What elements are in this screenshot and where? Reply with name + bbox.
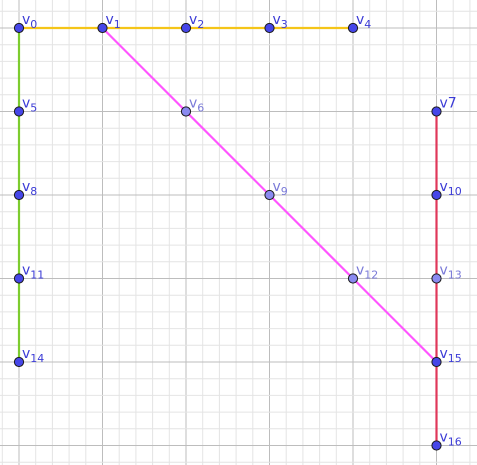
vertex-label-name: v	[273, 12, 281, 28]
vertex-label-name: v	[440, 346, 448, 362]
vertex-point-v2[interactable]	[180, 22, 192, 34]
vertex-label-name: v	[22, 179, 30, 195]
vertex-point-v8[interactable]	[13, 189, 25, 201]
vertex-label-name: v	[440, 430, 448, 446]
vertex-label-v16: v16	[440, 430, 462, 449]
vertex-label-v0: v0	[22, 12, 37, 31]
vertex-label-subscript: 9	[281, 185, 288, 198]
vertex-label-subscript: 11	[30, 269, 44, 282]
vertex-point-v5[interactable]	[13, 106, 25, 117]
vertex-label-name: v	[189, 96, 197, 112]
vertex-point-v12[interactable]	[347, 273, 359, 284]
vertex-point-v7[interactable]	[431, 106, 442, 117]
vertex-label-name: v	[273, 179, 281, 195]
vertex-point-v3[interactable]	[264, 22, 275, 34]
vertex-label-subscript: 4	[364, 18, 371, 31]
vertex-point-v6[interactable]	[180, 106, 192, 117]
vertex-label-name: v7	[440, 96, 457, 112]
vertex-label-name: v	[356, 263, 364, 279]
vertex-label-v13: v13	[440, 263, 462, 282]
vertex-label-v7: v7	[440, 96, 457, 112]
vertex-label-v15: v15	[440, 346, 462, 365]
vertex-label-subscript: 1	[114, 18, 121, 31]
vertex-label-subscript: 12	[364, 269, 378, 282]
vertex-point-v16[interactable]	[431, 440, 442, 451]
vertex-point-v15[interactable]	[431, 356, 442, 368]
vertex-point-v10[interactable]	[431, 189, 442, 201]
vertex-label-name: v	[189, 12, 197, 28]
vertex-label-name: v	[356, 12, 364, 28]
vertex-label-v4: v4	[356, 12, 371, 31]
vertex-label-subscript: 10	[448, 185, 462, 198]
vertex-label-v9: v9	[273, 179, 288, 198]
vertex-point-v13[interactable]	[431, 273, 442, 284]
vertex-label-v1: v1	[106, 12, 121, 31]
vertex-label-name: v	[440, 179, 448, 195]
vertex-label-v2: v2	[189, 12, 204, 31]
vertex-label-name: v	[22, 96, 30, 112]
vertex-label-v5: v5	[22, 96, 37, 115]
vertex-label-subscript: 3	[281, 18, 288, 31]
vertex-label-name: v	[22, 346, 30, 362]
vertices	[13, 22, 442, 451]
vertex-label-v6: v6	[189, 96, 204, 115]
vertex-label-subscript: 15	[448, 352, 462, 365]
vertex-label-v14: v14	[22, 346, 44, 365]
vertex-label-subscript: 8	[30, 185, 37, 198]
vertex-label-v10: v10	[440, 179, 462, 198]
vertex-label-name: v	[22, 263, 30, 279]
vertex-label-name: v	[440, 263, 448, 279]
vertex-point-v0[interactable]	[13, 22, 25, 34]
vertex-label-subscript: 13	[448, 269, 462, 282]
vertex-label-name: v	[22, 12, 30, 28]
vertex-label-subscript: 14	[30, 352, 44, 365]
vertex-point-v1[interactable]	[97, 22, 108, 34]
vertex-label-v8: v8	[22, 179, 37, 198]
vertex-label-subscript: 2	[197, 18, 204, 31]
vertex-point-v4[interactable]	[347, 22, 359, 34]
vertex-label-name: v	[106, 12, 114, 28]
vertex-point-v11[interactable]	[13, 273, 25, 284]
vertex-point-v9[interactable]	[264, 189, 275, 201]
vertex-label-v11: v11	[22, 263, 44, 282]
vertex-label-subscript: 16	[448, 436, 462, 449]
vertex-label-subscript: 6	[197, 102, 204, 115]
vertex-label-subscript: 5	[30, 102, 37, 115]
vertex-label-subscript: 0	[30, 18, 37, 31]
vertex-point-v14[interactable]	[13, 356, 25, 368]
vertex-label-v12: v12	[356, 263, 378, 282]
vertex-label-v3: v3	[273, 12, 288, 31]
